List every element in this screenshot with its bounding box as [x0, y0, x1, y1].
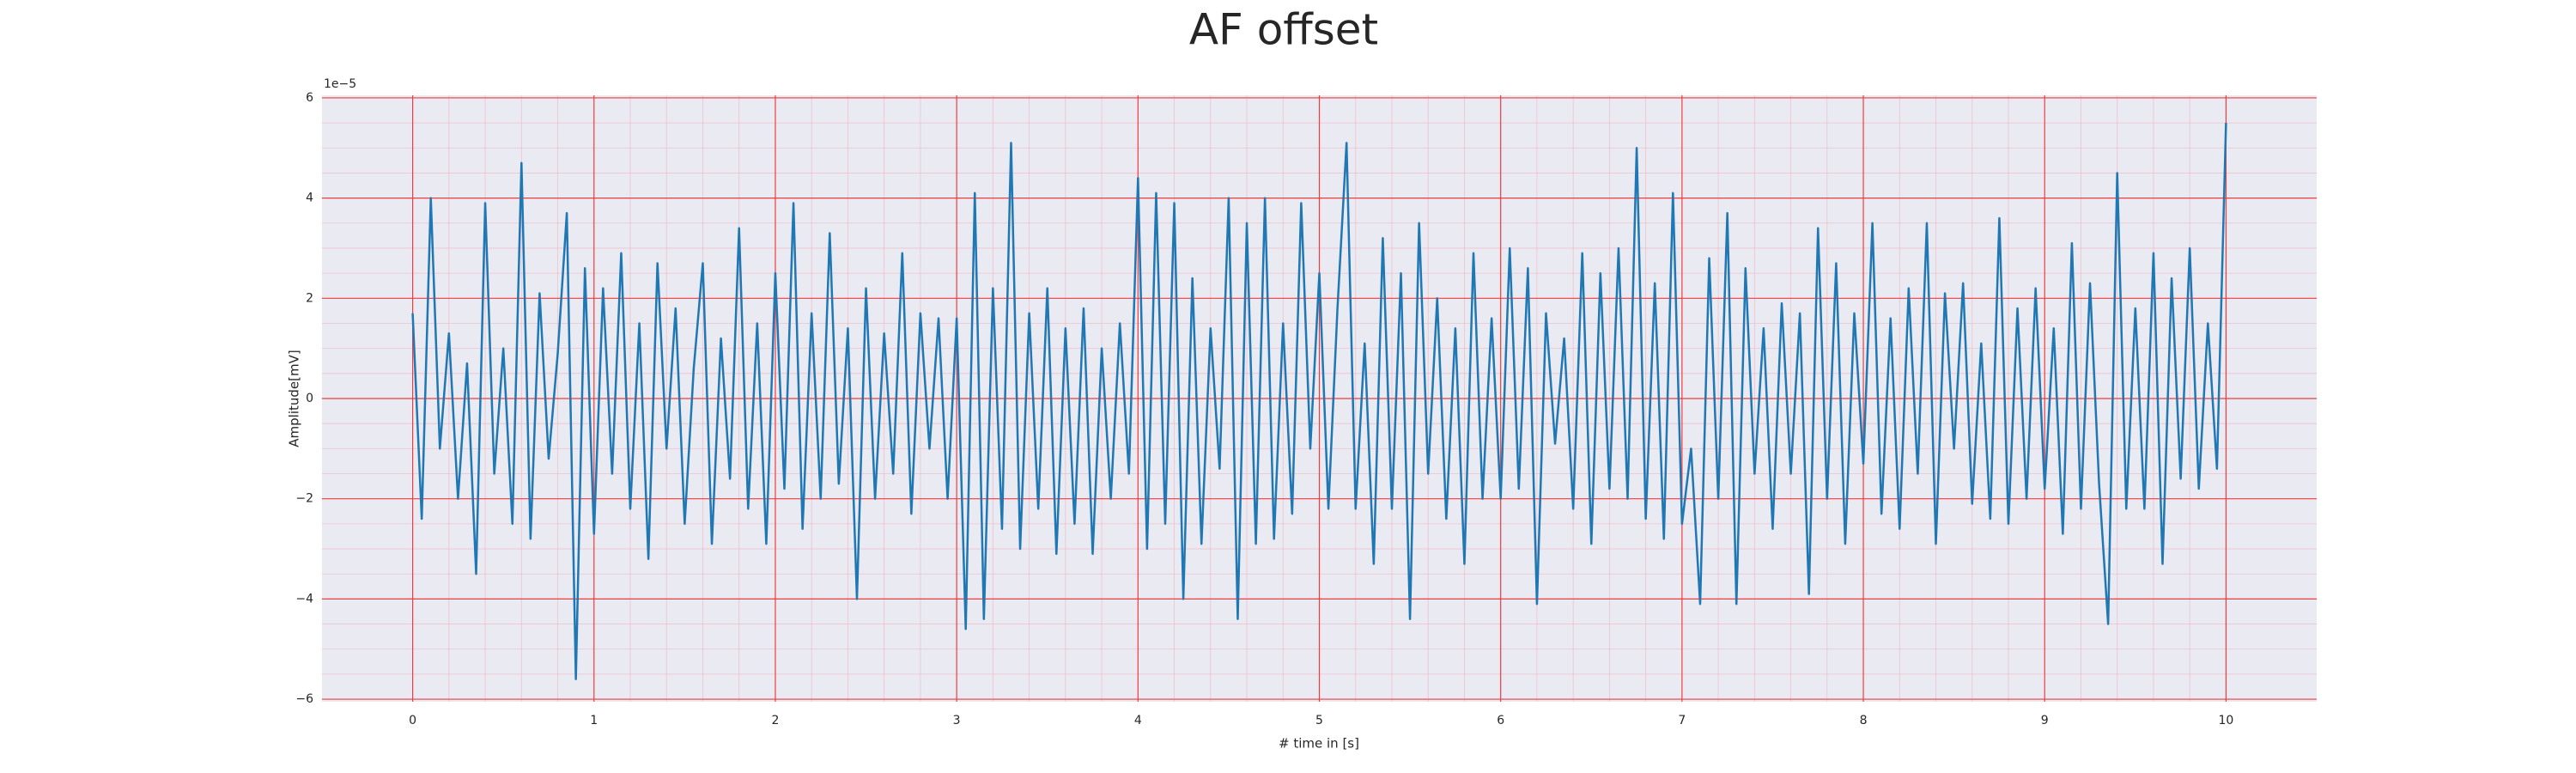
y-tick-label: 6: [306, 91, 313, 105]
y-tick-label: 4: [306, 192, 313, 205]
y-axis-label: Amplitude[mV]: [287, 350, 302, 447]
data-line: [411, 123, 2227, 680]
y-tick-label: −4: [295, 592, 313, 606]
chart-title: AF offset: [1189, 5, 1378, 55]
x-tick-label: 5: [1315, 714, 1323, 727]
x-tick-label: 1: [590, 714, 598, 727]
x-tick-label: 10: [2218, 714, 2233, 727]
y-tick-label: 0: [306, 392, 313, 405]
y-tick-label: 2: [306, 291, 313, 305]
x-axis-label: # time in [s]: [1279, 736, 1359, 752]
x-tick-label: 7: [1678, 714, 1686, 727]
x-tick-label: 9: [2041, 714, 2049, 727]
x-tick-label: 2: [771, 714, 779, 727]
x-tick-label: 0: [409, 714, 416, 727]
y-offset-label: 1e−5: [324, 77, 356, 91]
x-tick-label: 3: [953, 714, 961, 727]
x-tick-label: 4: [1134, 714, 1142, 727]
y-tick-label: −2: [295, 492, 313, 506]
x-tick-label: 6: [1497, 714, 1504, 727]
x-tick-label: 8: [1860, 714, 1868, 727]
y-tick-label: −6: [295, 692, 313, 706]
